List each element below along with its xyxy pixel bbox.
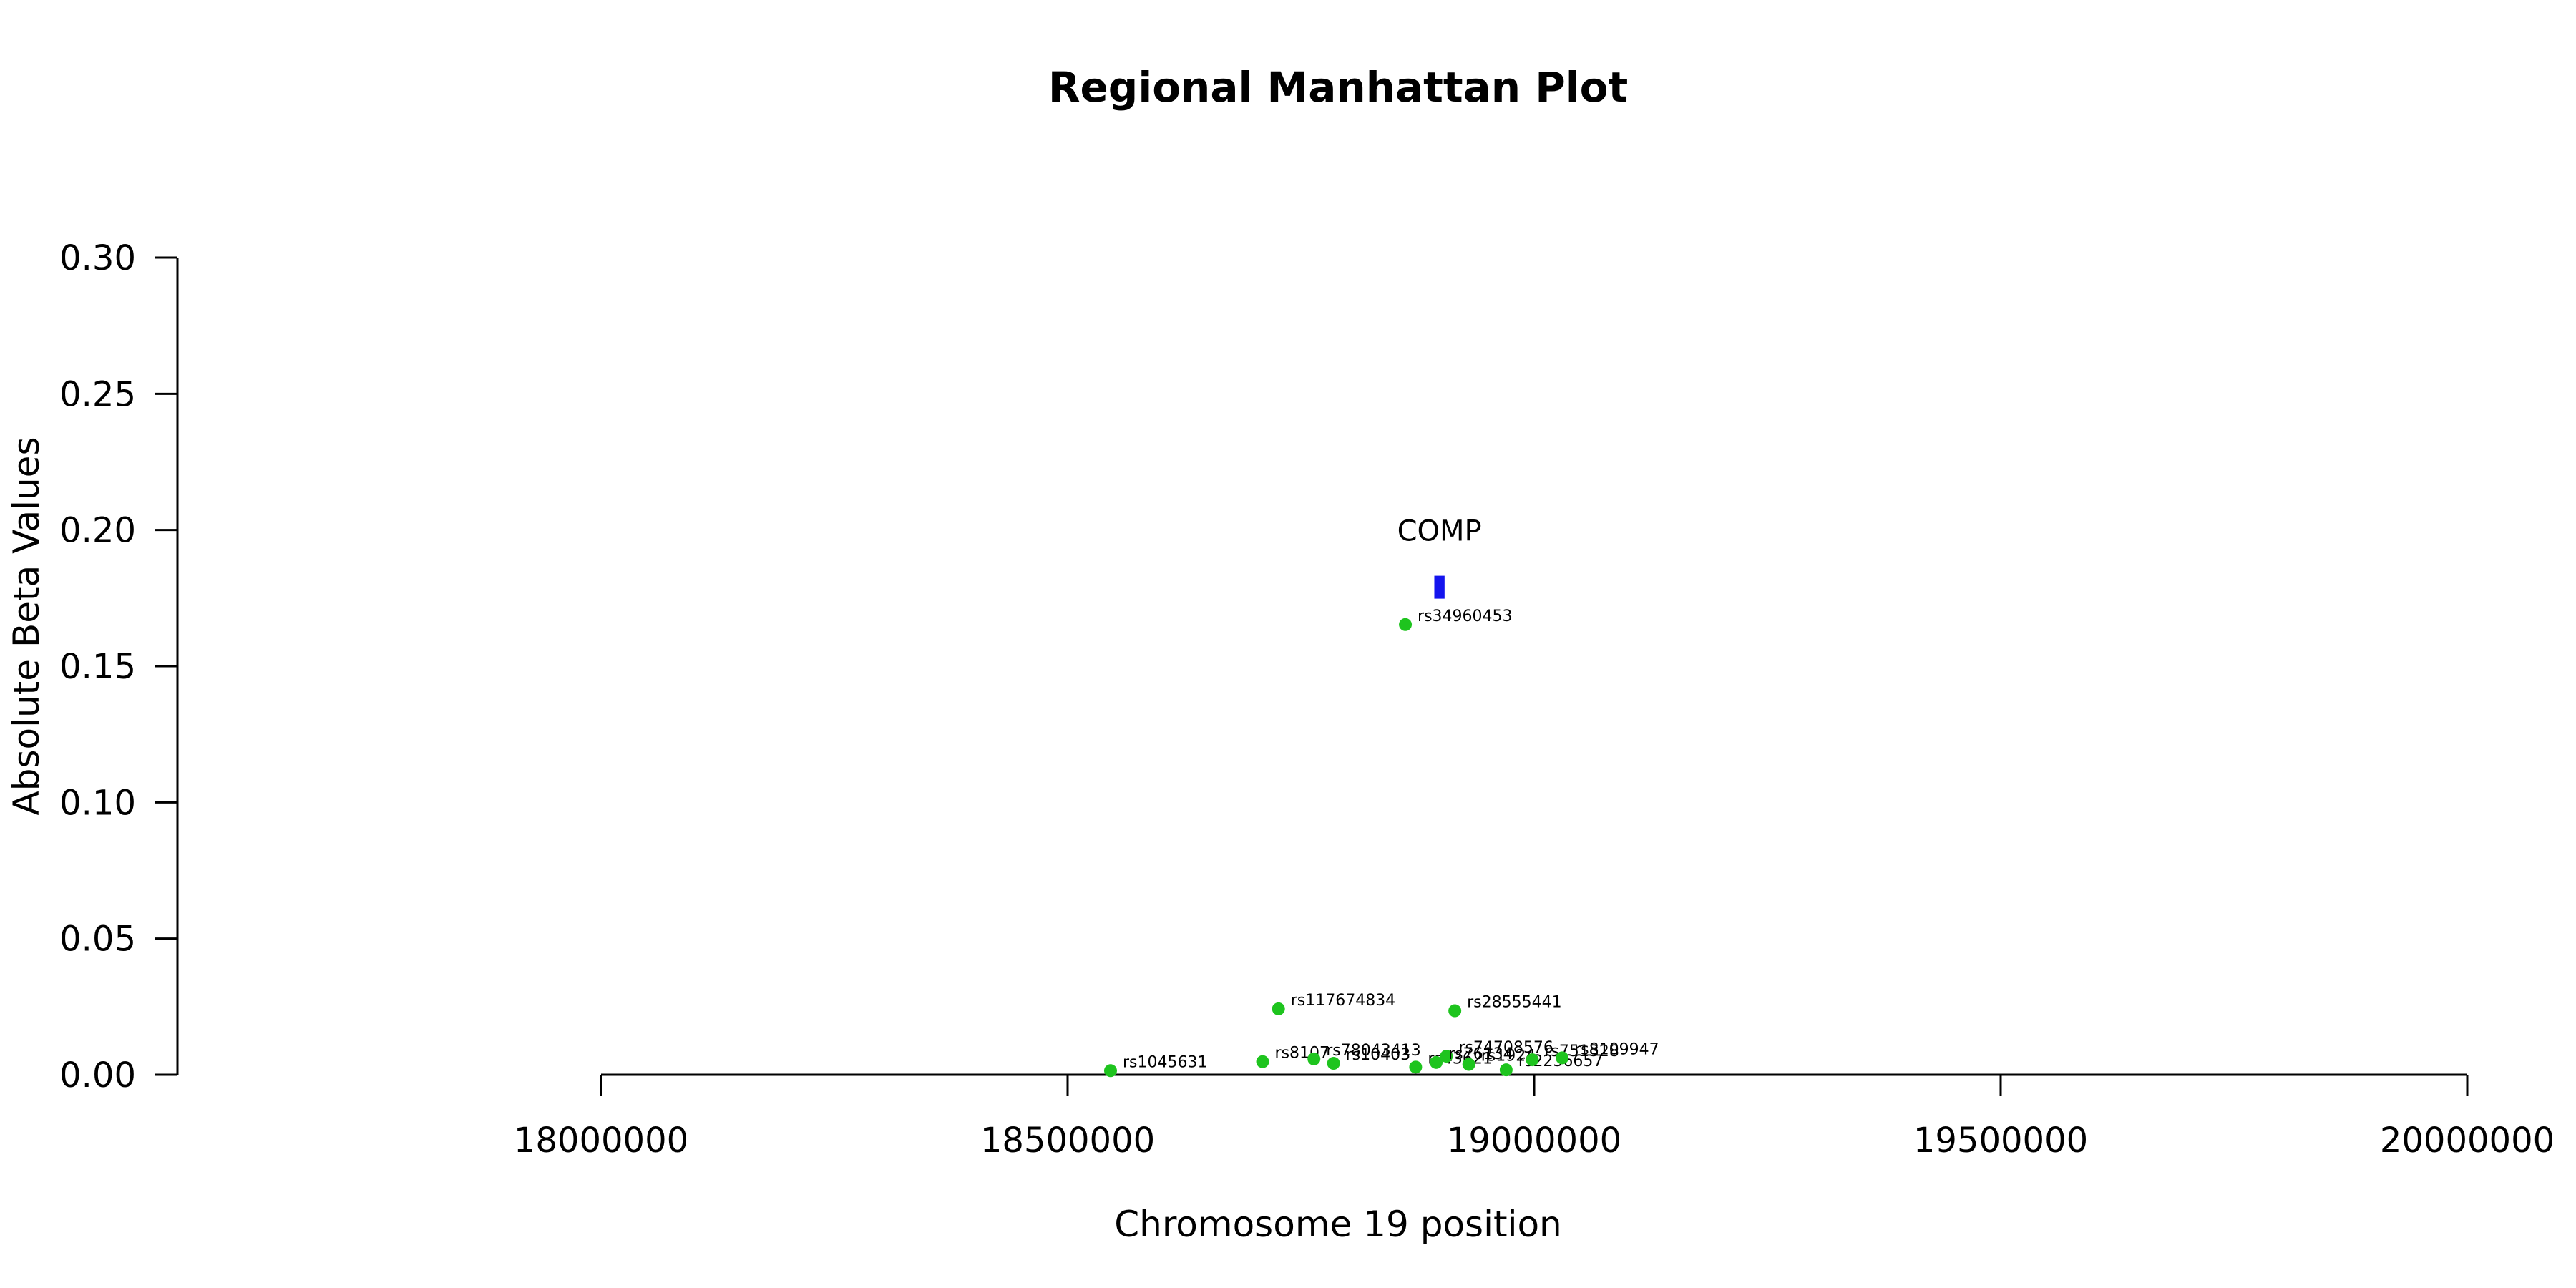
snp-label: rs8109947 <box>1574 1040 1659 1058</box>
snp-points-layer: rs1045631 rs117674834 rs8107rs78043413rs10… <box>1103 608 1659 1078</box>
snp-label: rs10403 <box>1346 1046 1411 1064</box>
snp-label: rs8107 <box>1275 1045 1330 1063</box>
snp-point <box>1440 1050 1453 1063</box>
x-axis-label: Chromosome 19 position <box>1114 1204 1562 1245</box>
snp-point <box>1409 1060 1423 1074</box>
snp-point <box>1307 1052 1321 1065</box>
x-tick-label: 18000000 <box>514 1121 688 1161</box>
snp-label: rs34960453 <box>1418 608 1512 625</box>
snp-point <box>1103 1064 1117 1078</box>
y-tick-label: 0.05 <box>59 919 136 960</box>
gene-bar <box>1434 575 1445 599</box>
y-tick-label: 0.10 <box>59 783 136 823</box>
snp-point <box>1327 1057 1340 1070</box>
snp-label: rs117674834 <box>1291 992 1395 1010</box>
y-tick-label: 0.00 <box>59 1055 136 1096</box>
x-ticks: 18000000 18500000 19000000 19500000 20000000 <box>514 1075 2555 1161</box>
snp-point <box>1499 1063 1513 1077</box>
snp-point <box>1462 1058 1475 1071</box>
x-axis: 18000000 18500000 19000000 19500000 20000000 <box>514 1073 2555 1161</box>
x-tick-label: 20000000 <box>2380 1121 2555 1161</box>
snp-point <box>1399 618 1413 631</box>
snp-label: rs1045631 <box>1123 1053 1208 1071</box>
y-tick-label: 0.20 <box>59 511 136 551</box>
y-tick-label: 0.25 <box>59 374 136 414</box>
y-axis-label: Absolute Beta Values <box>6 437 47 816</box>
x-tick-label: 19000000 <box>1447 1121 1621 1161</box>
snp-point <box>1556 1051 1569 1065</box>
snp-point <box>1448 1004 1462 1018</box>
snp-label: rs76134 <box>1448 1045 1513 1063</box>
x-tick-label: 19500000 <box>1913 1121 2088 1161</box>
snp-label: rs28555441 <box>1467 994 1561 1012</box>
y-ticks: 0.00 0.05 0.10 0.15 0.20 0.25 0.30 <box>59 238 177 1096</box>
chart-title: Regional Manhattan Plot <box>1048 63 1628 112</box>
y-tick-label: 0.30 <box>59 238 136 278</box>
snp-point <box>1430 1055 1443 1069</box>
y-tick-label: 0.15 <box>59 647 136 687</box>
y-axis: 0.00 0.05 0.10 0.15 0.20 0.25 0.30 <box>59 238 179 1096</box>
snp-label: rs74708576 <box>1458 1039 1553 1057</box>
x-tick-label: 18500000 <box>980 1121 1155 1161</box>
snp-point <box>1526 1053 1539 1067</box>
gene-label: COMP <box>1397 515 1482 548</box>
snp-point <box>1272 1002 1285 1015</box>
snp-point <box>1256 1055 1269 1068</box>
gene-layer: COMP <box>1397 515 1482 599</box>
snp-label: rs78043413 <box>1326 1042 1420 1060</box>
